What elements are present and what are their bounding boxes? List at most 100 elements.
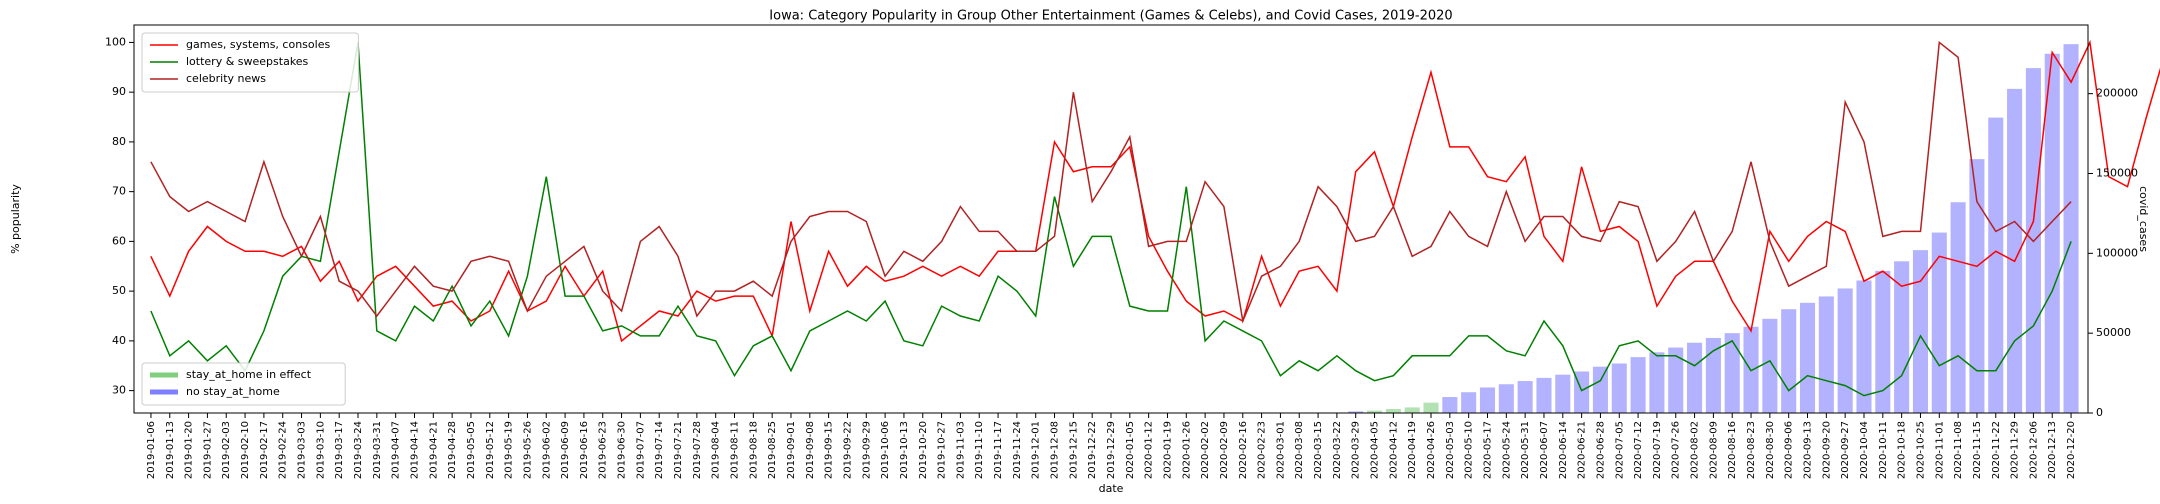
- x-tick-label: 2019-04-21: [428, 421, 439, 479]
- x-tick-label: 2019-07-07: [635, 421, 646, 479]
- x-tick-label: 2020-04-05: [1370, 421, 1381, 479]
- x-tick-label: 2020-01-12: [1144, 421, 1155, 479]
- y-tick-label: 70: [112, 185, 126, 198]
- x-tick-label: 2019-12-01: [1031, 421, 1042, 479]
- x-tick-label: 2019-07-28: [692, 421, 703, 479]
- x-tick-label: 2020-02-02: [1200, 421, 1211, 479]
- x-tick-label: 2020-11-15: [1972, 421, 1983, 479]
- y-tick-label: 40: [112, 334, 126, 347]
- bar: [1479, 387, 1496, 413]
- line: [150, 39, 2160, 343]
- x-tick-label: 2019-03-24: [353, 421, 364, 479]
- legend-box: [141, 362, 346, 406]
- x-tick-label: 2019-02-03: [221, 421, 232, 479]
- legend-label: celebrity news: [186, 72, 266, 85]
- x-tick-label: 2019-10-13: [899, 421, 910, 479]
- bar: [1931, 232, 1947, 413]
- y2-tick-label: 50000: [2096, 326, 2131, 339]
- x-tick-label: 2020-05-03: [1445, 421, 1456, 479]
- bar: [1498, 384, 1514, 413]
- bar: [2044, 53, 2060, 413]
- bar: [1461, 392, 1477, 413]
- line: [150, 42, 2072, 397]
- x-tick-label: 2019-04-14: [409, 421, 420, 479]
- bar: [2063, 44, 2079, 413]
- x-tick-label: 2019-02-17: [259, 421, 270, 479]
- x-tick-label: 2019-10-06: [880, 421, 891, 479]
- x-tick-label: 2020-06-07: [1539, 421, 1550, 479]
- x-tick-label: 2019-08-04: [711, 421, 722, 479]
- x-tick-label: 2019-11-24: [1012, 421, 1023, 479]
- x-tick-label: 2020-01-26: [1181, 421, 1192, 479]
- x-tick-label: 2020-07-19: [1652, 421, 1663, 479]
- bar: [2007, 88, 2023, 413]
- x-tick-label: 2019-10-27: [937, 421, 948, 479]
- x-tick-label: 2019-10-20: [918, 421, 929, 479]
- x-tick-label: 2019-08-11: [730, 421, 741, 479]
- x-tick-label: 2019-01-13: [165, 421, 176, 479]
- x-tick-label: 2020-09-20: [1821, 421, 1832, 479]
- x-tick-label: 2019-12-08: [1050, 421, 1061, 479]
- bar: [1781, 309, 1797, 413]
- x-tick-label: 2019-07-21: [673, 421, 684, 479]
- legend-box: [141, 32, 359, 93]
- x-tick-label: 2019-08-18: [748, 421, 759, 479]
- x-tick-label: 2020-05-17: [1482, 421, 1493, 479]
- x-tick-label: 2020-11-22: [1991, 421, 2002, 479]
- x-tick-label: 2019-01-27: [202, 421, 213, 479]
- bar: [1837, 288, 1853, 413]
- x-tick-label: 2019-01-06: [146, 421, 157, 479]
- x-tick-label: 2019-07-14: [654, 421, 665, 479]
- x-tick-label: 2020-05-31: [1520, 421, 1531, 479]
- bar: [1687, 342, 1703, 413]
- x-tick-label: 2019-05-05: [466, 421, 477, 479]
- x-tick-label: 2019-06-30: [617, 421, 628, 479]
- x-tick-label: 2019-12-15: [1068, 421, 1079, 479]
- x-tick-label: 2020-11-01: [1934, 421, 1945, 479]
- chart-title: Iowa: Category Popularity in Group Other…: [769, 9, 1452, 24]
- bar: [1762, 318, 1778, 413]
- x-tick-label: 2019-02-24: [278, 421, 289, 479]
- x-tick-label: 2020-10-04: [1859, 421, 1870, 479]
- x-tick-label: 2020-08-02: [1690, 421, 1701, 479]
- y-tick-label: 100: [105, 35, 126, 48]
- x-tick-label: 2020-02-09: [1219, 421, 1230, 479]
- y2-tick-label: 100000: [2096, 246, 2138, 259]
- x-tick-label: 2019-09-29: [861, 421, 872, 479]
- x-tick-label: 2019-11-10: [974, 421, 985, 479]
- bar: [1442, 397, 1458, 413]
- bar: [1367, 410, 1383, 413]
- legend-label: stay_at_home in effect: [186, 368, 312, 381]
- y-axis-label: % popularity: [9, 184, 22, 254]
- x-tick-label: 2020-07-26: [1671, 421, 1682, 479]
- bar: [1423, 402, 1439, 413]
- bar: [1348, 411, 1364, 413]
- x-tick-label: 2020-06-28: [1595, 421, 1606, 479]
- x-tick-label: 2019-11-17: [993, 421, 1004, 479]
- x-tick-label: 2019-12-22: [1087, 421, 1098, 479]
- x-tick-label: 2019-05-26: [522, 421, 533, 479]
- x-tick-label: 2020-01-19: [1162, 421, 1173, 479]
- legend-label: no stay_at_home: [186, 385, 280, 398]
- x-tick-label: 2020-12-20: [2066, 421, 2077, 479]
- x-tick-label: 2020-02-16: [1238, 421, 1249, 479]
- x-tick-label: 2020-09-13: [1803, 421, 1814, 479]
- x-tick-label: 2020-04-12: [1388, 421, 1399, 479]
- x-tick-label: 2020-07-05: [1614, 421, 1625, 479]
- x-tick-label: 2020-09-27: [1840, 421, 1851, 479]
- bar: [1818, 296, 1834, 413]
- y-tick-label: 90: [112, 85, 126, 98]
- bar: [1630, 357, 1646, 413]
- x-tick-label: 2019-05-12: [485, 421, 496, 479]
- x-tick-label: 2019-03-17: [334, 421, 345, 479]
- y2-tick-label: 0: [2096, 406, 2103, 419]
- x-tick-label: 2019-03-10: [315, 421, 326, 479]
- x-tick-label: 2020-03-22: [1332, 421, 1343, 479]
- x-tick-label: 2020-08-23: [1746, 421, 1757, 479]
- bar: [1912, 250, 1928, 413]
- bar: [1385, 409, 1401, 413]
- bar: [1592, 366, 1608, 413]
- legend-label: lottery & sweepstakes: [186, 55, 309, 68]
- x-tick-label: 2019-09-22: [842, 421, 853, 479]
